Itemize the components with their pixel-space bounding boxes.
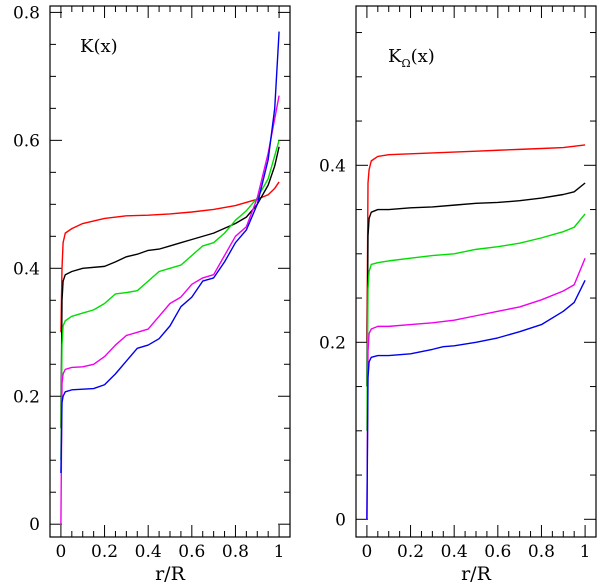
right-series-magenta <box>366 257 586 520</box>
right-x-tick-label: 1 <box>580 542 591 562</box>
right-x-tick-label: 0 <box>361 542 372 562</box>
right-x-tick-label: 0.8 <box>528 542 555 562</box>
left-series-green <box>60 140 280 461</box>
left-x-tick-label: 0.6 <box>178 542 205 562</box>
right-panel-title-suffix: (x) <box>411 46 435 67</box>
right-y-tick-label: 0 <box>335 510 346 530</box>
right-y-tick-label: 0.2 <box>319 333 346 353</box>
left-panel-title-main: K(x) <box>80 36 118 57</box>
left-x-tick-label: 1 <box>274 542 285 562</box>
left-x-tick-label: 0.8 <box>222 542 249 562</box>
right-x-tick-label: 0.2 <box>397 542 424 562</box>
right-series-red <box>366 144 586 343</box>
right-panel-title-subscript: Ω <box>401 57 410 70</box>
right-series-black <box>366 182 586 387</box>
left-panel-kx: 0 0.2 0.4 0.6 0.8 1 0 0.2 0.4 0.6 0.8 r/R K(x) <box>13 3 291 585</box>
right-plot-frame <box>355 5 597 538</box>
left-x-axis-label: r/R <box>155 563 185 585</box>
left-series-black <box>60 146 280 429</box>
left-y-tick-label: 0.2 <box>13 387 40 407</box>
left-plot-frame <box>49 5 291 538</box>
left-y-tick-label: 0.4 <box>13 259 40 279</box>
left-x-tick-label: 0.4 <box>135 542 162 562</box>
left-panel-title: K(x) <box>80 36 118 57</box>
left-y-tick-label: 0 <box>29 515 40 535</box>
left-x-tick-label: 0.2 <box>91 542 118 562</box>
right-panel-title: KΩ(x) <box>388 46 435 70</box>
right-x-tick-label: 0.6 <box>484 542 511 562</box>
right-panel-komega: 0 0.2 0.4 0.6 0.8 100.20.4r/RKΩ(x) <box>319 5 597 585</box>
left-series-magenta <box>60 95 280 525</box>
left-y-tick-label: 0.6 <box>13 131 40 151</box>
right-series-blue <box>366 280 586 520</box>
right-panel-title-main: K <box>388 46 402 67</box>
left-y-tick-label: 0.8 <box>13 3 40 23</box>
right-x-tick-label: 0.4 <box>441 542 468 562</box>
right-y-tick-label: 0.4 <box>319 156 346 176</box>
right-x-axis-label: r/R <box>461 563 491 585</box>
left-x-tick-label: 0 <box>55 542 66 562</box>
left-series-blue <box>60 31 280 474</box>
right-series-green <box>366 213 586 431</box>
